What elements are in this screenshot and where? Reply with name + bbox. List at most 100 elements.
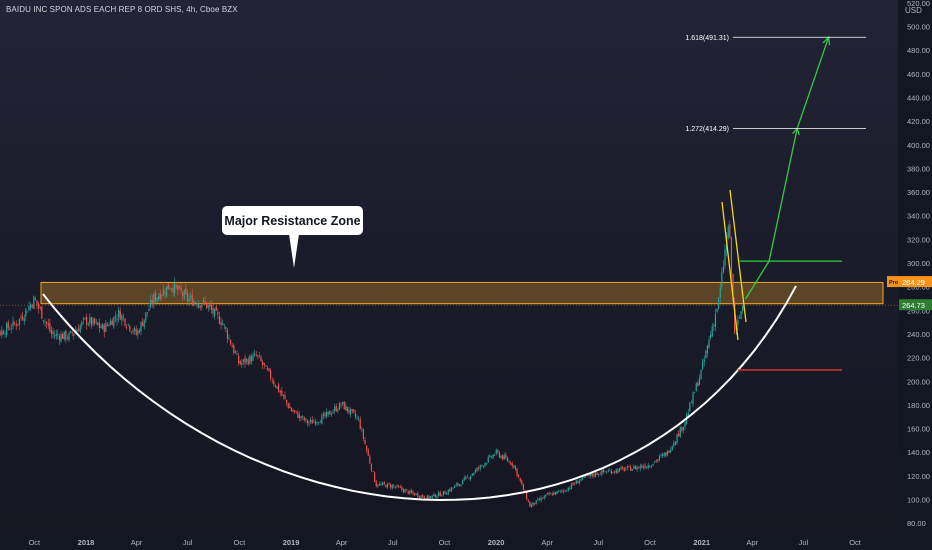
candle-body xyxy=(442,491,445,495)
candle-body xyxy=(562,490,565,492)
candle-body xyxy=(727,226,729,238)
candle-body xyxy=(33,296,35,309)
candle-body xyxy=(518,474,520,478)
candle-body xyxy=(660,455,662,457)
candle-body xyxy=(84,317,86,320)
candle-body xyxy=(305,418,307,420)
candle-body xyxy=(361,429,363,431)
candle-body xyxy=(598,474,600,475)
candle-body xyxy=(439,492,441,497)
candle-body xyxy=(199,305,201,308)
candle-body xyxy=(209,303,211,307)
candle-body xyxy=(46,321,48,324)
candle-body xyxy=(42,319,45,321)
candle-body xyxy=(183,290,185,299)
candle-body xyxy=(647,465,649,468)
candle-body xyxy=(710,334,712,338)
candle-body xyxy=(4,334,6,335)
candle-body xyxy=(15,324,17,327)
candle-body xyxy=(390,485,392,488)
y-tick-label: 400.00 xyxy=(907,141,930,150)
candle-body xyxy=(186,292,189,301)
candle-body xyxy=(543,496,545,499)
candle-body xyxy=(250,356,253,362)
candle-body xyxy=(113,317,115,328)
candle-body xyxy=(196,304,198,306)
candle-body xyxy=(521,480,523,485)
candle-body xyxy=(676,434,678,443)
candle-body xyxy=(489,455,491,457)
candle-body xyxy=(161,295,163,297)
candle-body xyxy=(545,494,547,497)
candle-body xyxy=(122,316,125,318)
candle-body xyxy=(86,316,88,325)
candle-body xyxy=(254,353,256,355)
candle-body xyxy=(130,331,133,333)
candle-body xyxy=(718,297,720,309)
candle-body xyxy=(111,320,113,326)
candle-body xyxy=(721,272,723,287)
candle-body xyxy=(732,274,734,300)
candle-body xyxy=(159,293,161,300)
candle-body xyxy=(564,490,566,492)
resistance-callout[interactable]: Major Resistance Zone xyxy=(222,206,363,235)
candle-body xyxy=(529,501,531,507)
y-tick-label: 480.00 xyxy=(907,46,930,55)
candle-body xyxy=(271,380,273,382)
candle-body xyxy=(503,455,505,460)
candle-body xyxy=(290,407,293,412)
candle-body xyxy=(18,318,21,325)
candle-body xyxy=(270,370,272,379)
candle-body xyxy=(34,298,37,300)
candle-body xyxy=(233,345,235,354)
candle-body xyxy=(284,395,286,399)
candle-body xyxy=(441,495,443,497)
candle-body xyxy=(431,495,433,498)
candle-body xyxy=(380,484,382,486)
candle-body xyxy=(137,330,139,335)
candle-body xyxy=(62,333,64,340)
candle-body xyxy=(617,470,619,473)
candle-body xyxy=(146,312,149,313)
candle-body xyxy=(38,303,40,309)
candle-body xyxy=(319,422,321,424)
candle-body xyxy=(570,483,573,490)
candle-body xyxy=(450,487,453,492)
candle-body xyxy=(241,362,243,365)
candle-body xyxy=(164,292,166,294)
candle-body xyxy=(274,385,277,387)
candle-body xyxy=(388,483,390,485)
candle-body xyxy=(308,422,310,424)
candle-body xyxy=(593,474,595,477)
candle-body xyxy=(646,466,648,469)
fib-level-label: 1.272(414.29) xyxy=(685,126,729,133)
candle-body xyxy=(322,414,325,416)
candle-body xyxy=(90,317,93,326)
x-tick-label: Apr xyxy=(541,538,553,547)
x-tick-label: Oct xyxy=(644,538,657,547)
candle-body xyxy=(103,324,105,333)
candle-body xyxy=(332,411,334,413)
candle-body xyxy=(481,465,483,467)
candle-body xyxy=(550,493,552,495)
candle-body xyxy=(258,355,261,357)
candle-body xyxy=(255,354,257,356)
candle-body xyxy=(190,295,192,298)
y-tick-label: 80.00 xyxy=(907,519,926,528)
candle-body xyxy=(548,492,550,495)
candle-body xyxy=(594,472,597,477)
candle-body xyxy=(537,499,539,501)
candle-body xyxy=(57,333,59,336)
candle-body xyxy=(662,454,664,456)
candle-body xyxy=(207,305,209,308)
candle-body xyxy=(60,334,62,342)
candle-body xyxy=(447,490,449,495)
candle-body xyxy=(410,490,413,493)
candle-body xyxy=(25,309,27,317)
candle-body xyxy=(66,337,69,339)
candle-body xyxy=(58,335,61,341)
candle-body xyxy=(166,286,168,297)
x-tick-label: Oct xyxy=(849,538,862,547)
